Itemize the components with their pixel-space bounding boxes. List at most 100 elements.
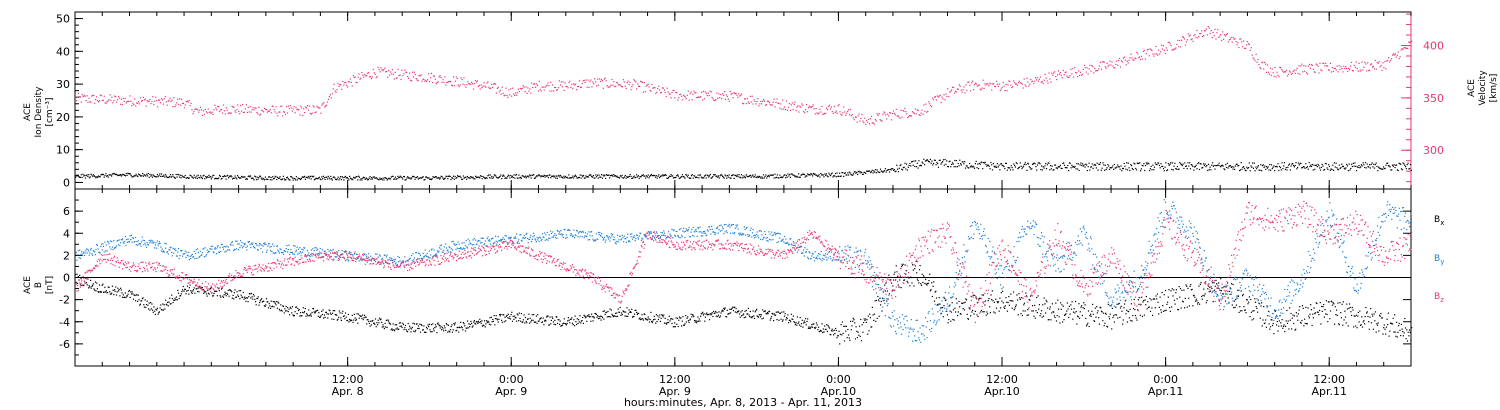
density-point — [75, 174, 77, 176]
velocity-point — [1306, 72, 1308, 74]
velocity-point — [471, 81, 473, 83]
density-point — [1374, 164, 1376, 166]
Bx-point — [1282, 327, 1284, 329]
velocity-point — [427, 79, 429, 81]
density-point — [1176, 166, 1178, 168]
velocity-point — [1341, 67, 1343, 70]
density-point — [845, 174, 847, 176]
velocity-point — [638, 85, 640, 87]
Bx-point — [540, 317, 542, 319]
Bx-point — [1314, 312, 1317, 314]
density-point — [914, 165, 916, 168]
velocity-point — [1315, 63, 1317, 65]
velocity-point — [847, 110, 849, 113]
velocity-point — [1133, 59, 1135, 61]
Bx-point — [1207, 288, 1209, 290]
velocity-point — [853, 119, 855, 121]
Bx-point — [440, 325, 442, 327]
Bx-point — [1328, 301, 1330, 303]
density-point — [320, 179, 322, 181]
density-point — [529, 174, 531, 176]
density-point — [92, 175, 94, 178]
velocity-point — [1023, 78, 1025, 80]
Bx-point — [836, 337, 838, 339]
Bx-point — [1261, 302, 1263, 304]
velocity-point — [1169, 43, 1171, 45]
density-point — [1346, 163, 1348, 166]
density-point — [985, 163, 987, 166]
velocity-point — [158, 99, 160, 101]
velocity-point — [1185, 41, 1187, 43]
velocity-point — [952, 86, 955, 89]
Bx-point — [123, 296, 125, 299]
velocity-point — [403, 73, 405, 75]
density-point — [411, 177, 413, 179]
Bx-point — [1080, 306, 1082, 308]
velocity-point — [1393, 54, 1395, 56]
Bx-point — [789, 319, 791, 321]
density-point — [904, 162, 906, 164]
velocity-point — [686, 94, 688, 96]
Bx-point — [135, 300, 137, 302]
velocity-point — [1372, 65, 1374, 68]
density-point — [710, 177, 712, 179]
Bx-point — [373, 322, 375, 324]
density-point — [690, 177, 692, 179]
Bx-point — [803, 322, 805, 324]
velocity-point — [435, 83, 437, 85]
velocity-point — [543, 89, 545, 91]
Bx-point — [143, 306, 145, 308]
density-point — [1014, 164, 1016, 167]
Bx-point — [535, 321, 537, 323]
density-point — [256, 176, 258, 178]
velocity-point — [665, 95, 667, 98]
velocity-point — [274, 111, 276, 113]
density-point — [1212, 162, 1214, 164]
density-point — [1292, 164, 1295, 167]
velocity-point — [1110, 64, 1112, 66]
velocity-point — [343, 84, 345, 86]
density-point — [331, 179, 333, 181]
density-point — [691, 174, 693, 176]
density-point — [443, 178, 445, 180]
velocity-point — [666, 87, 668, 89]
Bx-point — [164, 308, 166, 310]
density-point — [1147, 162, 1149, 164]
velocity-point — [1194, 34, 1196, 36]
velocity-point — [728, 100, 730, 102]
velocity-point — [917, 109, 919, 111]
density-point — [358, 175, 360, 177]
density-point — [892, 168, 894, 170]
density-point — [497, 177, 499, 179]
Bx-point — [348, 321, 350, 323]
Bx-point — [1299, 306, 1301, 308]
Bx-point — [399, 325, 401, 327]
density-point — [758, 176, 760, 178]
velocity-point — [889, 112, 891, 114]
Bx-point — [216, 290, 218, 292]
Bx-point — [263, 305, 265, 307]
Bx-point — [321, 313, 323, 316]
Bx-point — [351, 314, 353, 316]
velocity-point — [1098, 68, 1100, 70]
Bx-point — [1316, 311, 1319, 313]
density-point — [792, 174, 794, 176]
density-point — [670, 174, 672, 176]
velocity-point — [903, 110, 905, 112]
velocity-point — [785, 109, 787, 111]
Bx-point — [475, 323, 477, 325]
Bx-point — [946, 310, 948, 312]
Bx-point — [1197, 303, 1199, 305]
density-point — [384, 177, 386, 179]
Bx-point — [135, 294, 137, 296]
density-point — [679, 177, 681, 179]
Bx-point — [387, 319, 389, 321]
velocity-point — [1094, 67, 1096, 70]
Bx-point — [790, 321, 792, 323]
density-point — [298, 177, 300, 180]
velocity-point — [794, 101, 796, 103]
Bx-point — [646, 318, 648, 320]
density-point — [166, 176, 168, 179]
velocity-series — [75, 26, 1413, 125]
density-point — [1243, 167, 1246, 170]
